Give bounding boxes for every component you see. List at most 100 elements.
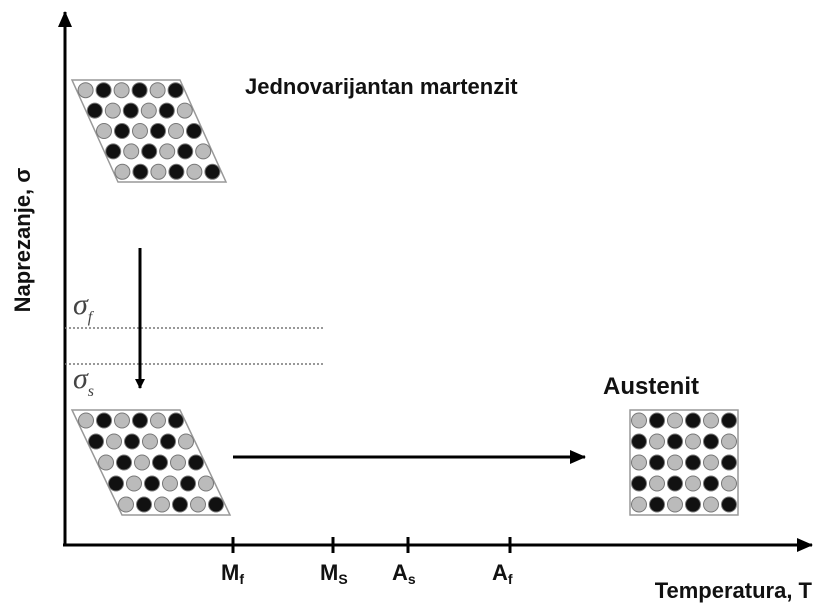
atom xyxy=(703,496,719,513)
tick-label: MS xyxy=(320,560,348,587)
atom xyxy=(649,475,665,492)
atom xyxy=(144,475,160,492)
atom xyxy=(685,475,701,492)
atom xyxy=(685,454,701,471)
atom xyxy=(142,433,158,450)
tick-label: Af xyxy=(492,560,513,587)
sigma-s-label: σs xyxy=(73,362,94,400)
atom xyxy=(98,454,114,471)
atom xyxy=(131,82,148,99)
atom xyxy=(122,102,139,119)
atom xyxy=(106,433,122,450)
atom xyxy=(685,412,701,429)
tick-main: M xyxy=(221,560,239,585)
atom xyxy=(116,454,132,471)
atom xyxy=(208,496,224,513)
atom xyxy=(160,433,176,450)
tick-sub: f xyxy=(239,571,244,587)
atom xyxy=(667,454,683,471)
atom xyxy=(703,433,719,450)
atom xyxy=(159,143,176,160)
atom xyxy=(649,454,665,471)
atom xyxy=(108,475,124,492)
ticks xyxy=(231,537,512,553)
atom xyxy=(703,475,719,492)
subscript: f xyxy=(88,309,95,326)
atom xyxy=(96,412,112,429)
atom xyxy=(172,496,188,513)
atom xyxy=(150,123,166,139)
atom xyxy=(134,454,150,471)
atom xyxy=(631,433,647,450)
atom xyxy=(721,496,737,513)
atom xyxy=(132,163,149,180)
lattice-outline xyxy=(70,79,228,183)
atom xyxy=(141,143,158,160)
atom xyxy=(114,163,131,180)
atom xyxy=(703,412,719,429)
atom xyxy=(721,433,737,450)
atom xyxy=(667,475,683,492)
atom xyxy=(150,163,167,180)
atom xyxy=(167,82,184,99)
atom xyxy=(667,412,683,429)
tick-main: A xyxy=(492,560,508,585)
atom xyxy=(114,412,130,429)
atom xyxy=(140,102,157,119)
atom xyxy=(123,143,140,160)
sigma-f-label: σf xyxy=(73,288,95,326)
atom xyxy=(105,143,122,160)
lattices xyxy=(70,79,739,516)
atom xyxy=(162,475,178,492)
lattice-outline xyxy=(70,409,232,516)
atom xyxy=(118,496,134,513)
atom xyxy=(114,123,130,139)
tick-sub: f xyxy=(508,571,513,587)
tick-main: M xyxy=(320,560,338,585)
atom xyxy=(721,475,737,492)
tick-label: Mf xyxy=(221,560,244,587)
atom xyxy=(154,496,170,513)
atom xyxy=(126,475,142,492)
atom xyxy=(88,433,104,450)
austenite-label: Austenit xyxy=(603,373,699,400)
atom xyxy=(132,123,148,139)
atom xyxy=(77,82,94,99)
martensite-label: Jednovarijantan martenzit xyxy=(245,74,518,99)
atom xyxy=(190,496,206,513)
atom xyxy=(168,412,184,429)
atom xyxy=(631,475,647,492)
atom xyxy=(188,454,204,471)
atom xyxy=(631,496,647,513)
atom xyxy=(631,412,647,429)
tick-sub: s xyxy=(408,571,416,587)
atom xyxy=(150,412,166,429)
atom xyxy=(667,433,683,450)
atom xyxy=(685,496,701,513)
atom xyxy=(721,454,737,471)
sigma: σ xyxy=(73,288,89,321)
atom xyxy=(721,412,737,429)
atom xyxy=(168,123,184,139)
sigma: σ xyxy=(73,362,89,395)
subscript: s xyxy=(88,383,94,400)
tick-sub: S xyxy=(338,571,347,587)
atom xyxy=(113,82,130,99)
atom xyxy=(78,412,94,429)
atom xyxy=(685,433,701,450)
atom xyxy=(649,433,665,450)
atom xyxy=(195,143,212,160)
atom xyxy=(168,163,185,180)
tick-label: As xyxy=(392,560,416,587)
atom xyxy=(132,412,148,429)
atom xyxy=(180,475,196,492)
atom xyxy=(176,102,193,119)
atom xyxy=(631,454,647,471)
atom xyxy=(124,433,140,450)
atom xyxy=(649,496,665,513)
tick-main: A xyxy=(392,560,408,585)
atom xyxy=(178,433,194,450)
atom xyxy=(95,82,112,99)
atom xyxy=(198,475,214,492)
